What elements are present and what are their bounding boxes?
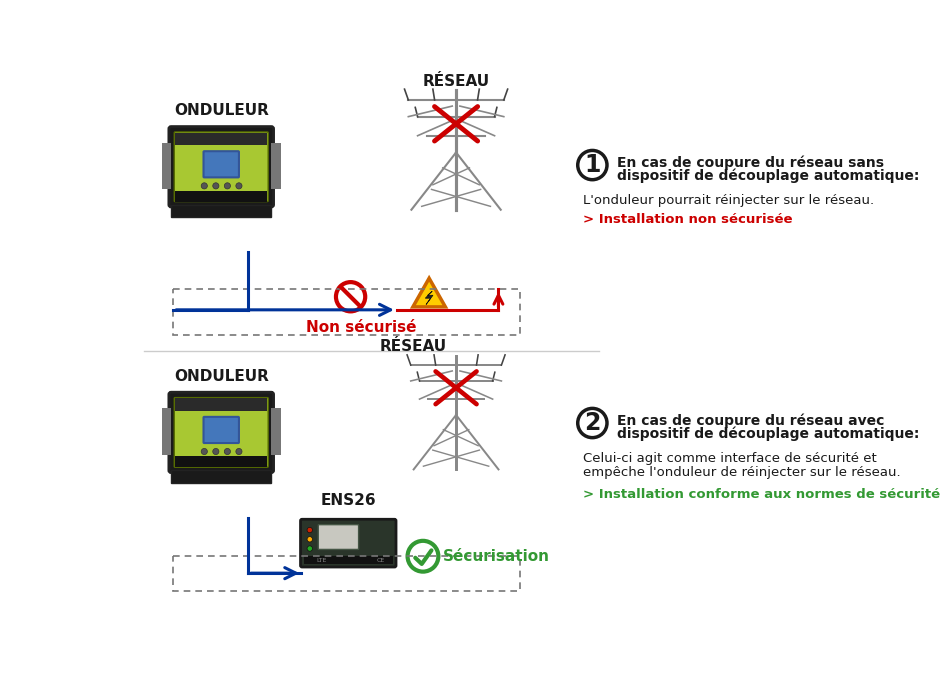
Text: ONDULEUR: ONDULEUR — [174, 369, 269, 384]
Bar — [175, 456, 268, 467]
Circle shape — [201, 449, 207, 455]
Bar — [171, 205, 272, 217]
FancyBboxPatch shape — [300, 520, 396, 567]
Text: dispositif de découplage automatique:: dispositif de découplage automatique: — [617, 169, 920, 183]
Bar — [272, 409, 280, 455]
Text: 1: 1 — [584, 153, 600, 177]
Text: LTE: LTE — [316, 557, 326, 563]
Bar — [272, 143, 280, 189]
FancyBboxPatch shape — [318, 524, 358, 549]
Circle shape — [236, 183, 242, 189]
FancyBboxPatch shape — [169, 127, 274, 207]
FancyBboxPatch shape — [174, 398, 268, 467]
Text: L'onduleur pourrait réinjecter sur le réseau.: L'onduleur pourrait réinjecter sur le ré… — [583, 194, 874, 207]
Circle shape — [307, 546, 313, 551]
Bar — [304, 556, 393, 564]
Text: 2: 2 — [584, 411, 600, 435]
Circle shape — [224, 183, 231, 189]
Polygon shape — [413, 278, 446, 307]
Text: En cas de coupure du réseau avec: En cas de coupure du réseau avec — [617, 414, 884, 429]
Circle shape — [213, 183, 219, 189]
Polygon shape — [426, 291, 433, 305]
FancyBboxPatch shape — [169, 392, 274, 473]
Circle shape — [307, 527, 313, 533]
Text: RÉSEAU: RÉSEAU — [423, 74, 489, 89]
Bar — [175, 398, 268, 411]
Text: ENS26: ENS26 — [320, 493, 376, 508]
Text: dispositif de découplage automatique:: dispositif de découplage automatique: — [617, 427, 920, 442]
Text: empêche l'onduleur de réinjecter sur le réseau.: empêche l'onduleur de réinjecter sur le … — [583, 466, 901, 479]
Circle shape — [213, 449, 219, 455]
Text: Celui-ci agit comme interface de sécurité et: Celui-ci agit comme interface de sécurit… — [583, 452, 877, 465]
Bar — [162, 143, 171, 189]
Bar — [171, 471, 272, 482]
Text: Non sécurisé: Non sécurisé — [306, 320, 417, 335]
Circle shape — [307, 537, 313, 542]
Bar — [175, 133, 268, 145]
Text: RÉSEAU: RÉSEAU — [380, 340, 446, 354]
FancyBboxPatch shape — [174, 132, 268, 202]
Text: CE: CE — [376, 557, 385, 563]
Circle shape — [201, 183, 207, 189]
FancyBboxPatch shape — [203, 417, 239, 443]
Bar — [175, 191, 268, 202]
Text: ONDULEUR: ONDULEUR — [174, 103, 269, 118]
Text: > Installation conforme aux normes de sécurité: > Installation conforme aux normes de sé… — [583, 488, 940, 501]
FancyBboxPatch shape — [203, 151, 239, 177]
Text: > Installation non sécurisée: > Installation non sécurisée — [583, 213, 792, 226]
Circle shape — [236, 449, 242, 455]
Bar — [162, 409, 171, 455]
Text: Sécurisation: Sécurisation — [443, 548, 550, 564]
Text: En cas de coupure du réseau sans: En cas de coupure du réseau sans — [617, 156, 884, 170]
Circle shape — [224, 449, 231, 455]
